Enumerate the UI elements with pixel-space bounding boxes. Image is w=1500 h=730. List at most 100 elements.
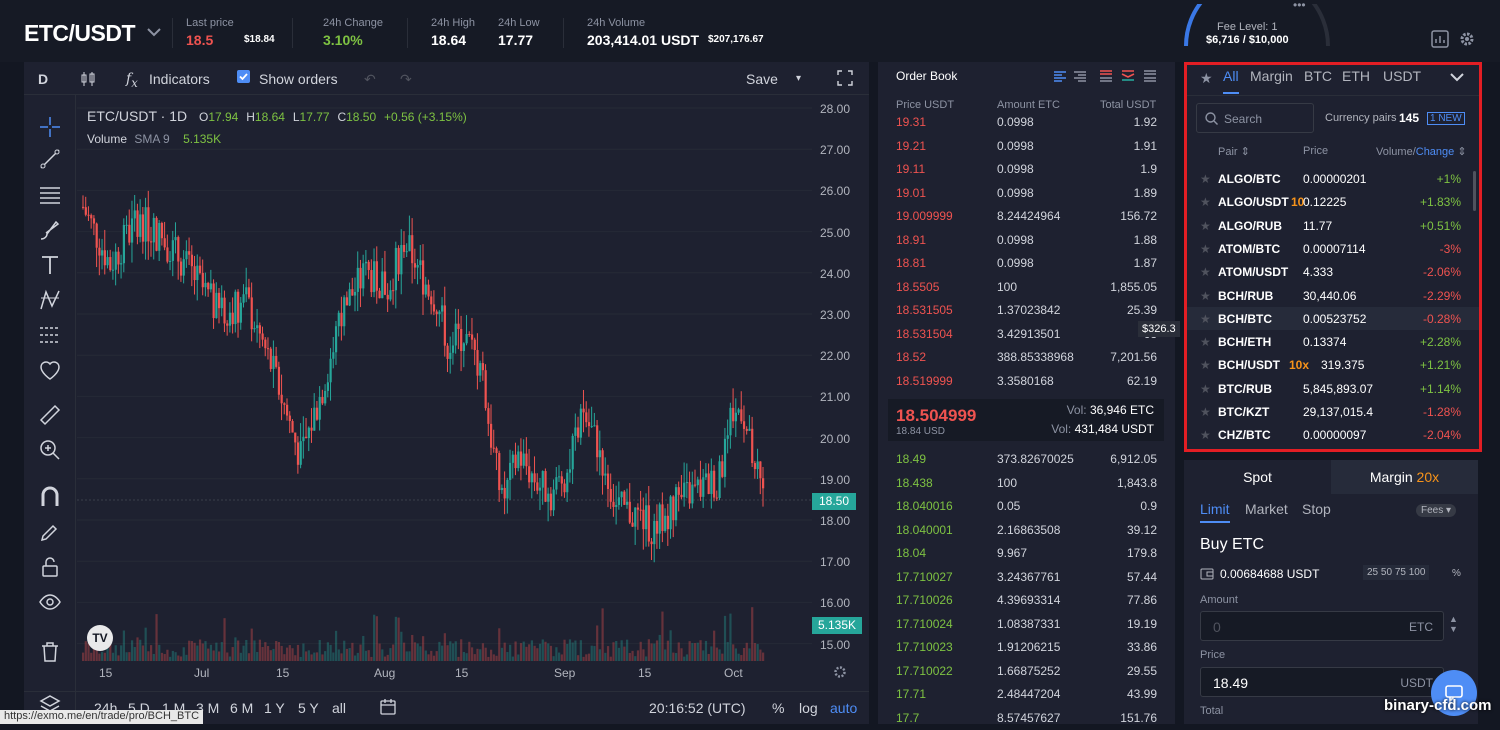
magnet-icon[interactable] [38, 485, 62, 509]
candlestick-plot[interactable] [77, 96, 812, 661]
crosshair-icon[interactable] [38, 115, 62, 139]
market-tab[interactable]: Market [1245, 501, 1288, 517]
tradingview-logo[interactable]: TV [87, 625, 113, 651]
fee-level-gauge[interactable] [1182, 4, 1332, 48]
amount-stepper-icon[interactable]: ▲ ▼ [1449, 614, 1458, 634]
market-tab[interactable]: ETH [1342, 68, 1370, 84]
fib-lines-icon[interactable] [38, 183, 62, 207]
ob-row-ask[interactable]: 18.52 388.85338968 7,201.56 [878, 346, 1175, 369]
brush-icon[interactable] [38, 218, 62, 242]
range-button[interactable]: 6 M [230, 700, 254, 716]
eye-icon[interactable] [38, 590, 62, 614]
favorites-star-icon[interactable]: ★ [1200, 70, 1213, 86]
ob-row-ask[interactable]: 19.31 0.0998 1.92 [878, 111, 1175, 134]
market-row[interactable]: ★ ATOM/BTC 0.00007114 -3% [1187, 237, 1479, 260]
favorite-star-icon[interactable]: ★ [1200, 335, 1211, 350]
favorite-star-icon[interactable]: ★ [1200, 265, 1211, 280]
limit-tab[interactable]: Limit [1200, 501, 1230, 517]
ob-row-bid[interactable]: 17.71 2.48447204 43.99 [878, 683, 1175, 706]
stop-tab[interactable]: Stop [1302, 501, 1331, 517]
favorite-star-icon[interactable]: ★ [1200, 311, 1211, 326]
ob-row-bid[interactable]: 18.438 100 1,843.8 [878, 472, 1175, 495]
favorite-star-icon[interactable]: ★ [1200, 241, 1211, 256]
indicators-button[interactable]: Indicators [149, 71, 210, 87]
ob-row-bid[interactable]: 17.710026 4.39693314 77.86 [878, 589, 1175, 612]
log-toggle[interactable]: log [799, 700, 818, 716]
ob-row-bid[interactable]: 17.710027 3.24367761 57.44 [878, 566, 1175, 589]
market-row[interactable]: ★ BTC/KZT 29,137,015.4 -1.28% [1187, 400, 1479, 423]
more-icon[interactable]: ••• [1293, 0, 1306, 12]
market-row[interactable]: ★ BCH/RUB 30,440.06 -2.29% [1187, 284, 1479, 307]
align-right-icon[interactable] [1073, 69, 1087, 83]
favorite-star-icon[interactable]: ★ [1200, 195, 1211, 210]
pair-search-field[interactable]: Search [1196, 103, 1314, 133]
candle-type-icon[interactable] [79, 70, 97, 88]
fees-dropdown[interactable]: Fees ▾ [1416, 504, 1457, 517]
ob-row-ask[interactable]: 18.81 0.0998 1.87 [878, 252, 1175, 275]
ob-row-ask[interactable]: 19.009999 8.24424964 156.72 [878, 205, 1175, 228]
save-menu-chevron-icon[interactable]: ▾ [796, 73, 802, 84]
ob-row-ask[interactable]: 18.91 0.0998 1.88 [878, 229, 1175, 252]
favorite-star-icon[interactable]: ★ [1200, 358, 1211, 373]
ob-row-bid[interactable]: 17.7 8.57457627 151.76 [878, 707, 1175, 730]
market-row[interactable]: ★ BTC/RUB 5,845,893.07 +1.14% [1187, 377, 1479, 400]
market-row[interactable]: ★ ALGO/BTC 0.00000201 +1% [1187, 167, 1479, 190]
market-tab[interactable]: BTC [1304, 68, 1332, 84]
market-tab[interactable]: Margin [1250, 68, 1293, 84]
auto-toggle[interactable]: auto [830, 700, 858, 716]
layout-icon[interactable] [1431, 30, 1449, 48]
amount-input[interactable]: 0 [1213, 619, 1221, 635]
margin-tab[interactable]: Margin 20x [1331, 460, 1478, 494]
new-badge[interactable]: 1 NEW [1427, 112, 1465, 125]
lock-icon[interactable] [38, 555, 62, 579]
market-row[interactable]: ★ ALGO/RUB 11.77 +0.51% [1187, 214, 1479, 237]
view-both-icon[interactable] [1099, 69, 1113, 83]
favorite-star-icon[interactable]: ★ [1200, 172, 1211, 186]
ob-row-ask[interactable]: 19.21 0.0998 1.91 [878, 135, 1175, 158]
search-input[interactable]: Search [1224, 112, 1263, 126]
range-button[interactable]: 5 Y [298, 700, 319, 716]
ob-row-bid[interactable]: 18.040016 0.05 0.9 [878, 495, 1175, 518]
prediction-icon[interactable] [38, 323, 62, 347]
spot-tab[interactable]: Spot [1184, 460, 1331, 494]
range-button[interactable]: all [332, 700, 347, 716]
view-split-icon[interactable] [1121, 69, 1135, 83]
pct-50-button[interactable]: 50 [1380, 567, 1393, 578]
market-row[interactable]: ★ BCH/USDT 10x 319.375 +1.21% [1187, 353, 1479, 376]
text-tool-icon[interactable] [38, 253, 62, 277]
favorite-star-icon[interactable]: ★ [1200, 428, 1211, 443]
pct-25-button[interactable]: 25 [1367, 567, 1379, 578]
col-volume-change[interactable]: Volume/Change ⇕ [1376, 146, 1467, 158]
col-price[interactable]: Price [1303, 145, 1329, 157]
show-orders-label[interactable]: Show orders [259, 71, 338, 87]
col-pair[interactable]: Pair ⇕ [1218, 146, 1250, 158]
fullscreen-icon[interactable] [837, 70, 853, 86]
favorite-star-icon[interactable]: ★ [1200, 288, 1211, 303]
show-orders-checkbox[interactable] [237, 70, 250, 83]
market-row[interactable]: ★ BCH/ETH 0.13374 +2.28% [1187, 330, 1479, 353]
undo-icon[interactable]: ↶ [364, 71, 376, 87]
price-input[interactable]: 18.49 [1213, 675, 1249, 691]
market-tab[interactable]: USDT [1383, 68, 1422, 84]
chevron-down-icon[interactable] [146, 24, 162, 40]
trash-icon[interactable] [38, 640, 62, 664]
chart-settings-icon[interactable] [832, 664, 848, 680]
percent-toggle[interactable]: % [772, 700, 785, 716]
ob-row-bid[interactable]: 17.710024 1.08387331 19.19 [878, 613, 1175, 636]
price-field[interactable]: 18.49 USDT [1200, 667, 1444, 697]
heart-icon[interactable] [38, 358, 62, 382]
market-list-scrollbar[interactable] [1473, 171, 1476, 211]
view-bids-icon[interactable] [1143, 69, 1157, 83]
ob-row-ask[interactable]: 19.11 0.0998 1.9 [878, 158, 1175, 181]
settings-gear-icon[interactable] [1458, 30, 1476, 48]
chevron-down-icon[interactable] [1449, 71, 1465, 83]
market-row[interactable]: ★ ALGO/USDT 10 0.12225 +1.83% [1187, 190, 1479, 213]
market-tab[interactable]: All [1223, 68, 1239, 84]
ob-row-ask[interactable]: 19.01 0.0998 1.89 [878, 182, 1175, 205]
ob-row-bid[interactable]: 18.04 9.967 179.8 [878, 542, 1175, 565]
market-row[interactable]: ★ CHZ/BTC 0.00000097 -2.04% [1187, 423, 1479, 446]
amount-field[interactable]: 0 ETC [1200, 611, 1444, 641]
pattern-icon[interactable] [38, 288, 62, 312]
favorite-star-icon[interactable]: ★ [1200, 218, 1211, 233]
